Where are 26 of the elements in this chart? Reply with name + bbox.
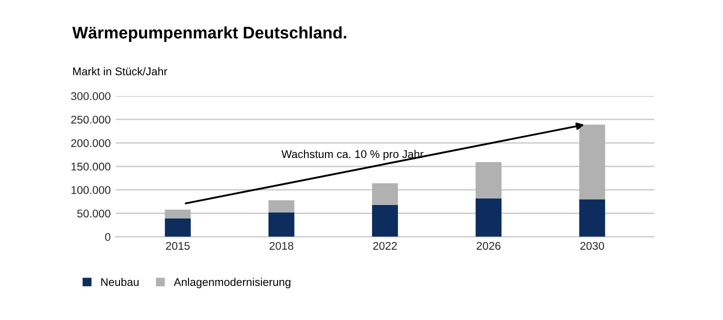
x-tick-label: 2030 xyxy=(580,242,604,250)
legend-label: Neubau xyxy=(101,278,139,286)
y-tick-label: 200.000 xyxy=(71,139,110,148)
y-tick-label: 100.000 xyxy=(72,186,110,194)
x-tick-label: 2022 xyxy=(373,242,397,250)
y-tick-label: 50.000 xyxy=(77,210,110,218)
bar xyxy=(372,204,398,237)
bar xyxy=(476,198,502,237)
y-tick-label: 150.000 xyxy=(72,162,110,171)
y-axis-title: Markt in Stück/Jahr xyxy=(73,67,168,76)
bar xyxy=(579,124,606,200)
chart-title: Wärmepumpenmarkt Deutschland. xyxy=(72,26,346,42)
bar xyxy=(164,210,191,218)
x-tick-label: 2018 xyxy=(270,242,294,250)
bar xyxy=(268,212,294,237)
bar xyxy=(164,218,191,237)
bar xyxy=(476,162,502,198)
y-tick-label: 300.000 xyxy=(71,92,110,100)
bar xyxy=(268,200,294,212)
bar xyxy=(372,183,398,205)
legend-label: Anlagenmodernisierung xyxy=(174,278,290,288)
bar xyxy=(579,199,606,237)
y-tick-label: 0 xyxy=(105,233,110,241)
x-tick-label: 2015 xyxy=(166,242,190,250)
y-tick-label: 250.000 xyxy=(71,116,110,124)
x-tick-label: 2026 xyxy=(476,242,500,250)
